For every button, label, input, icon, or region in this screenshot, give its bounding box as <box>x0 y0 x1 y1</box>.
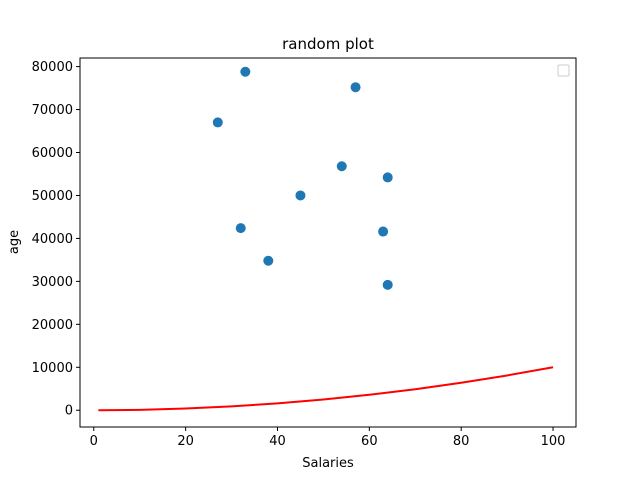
x-tick-label: 0 <box>90 434 98 449</box>
x-tick-label: 100 <box>541 434 566 449</box>
y-tick-label: 20000 <box>32 318 73 333</box>
scatter-point <box>382 172 393 183</box>
series-line-curve <box>98 366 554 412</box>
x-tick-label: 40 <box>269 434 286 449</box>
legend-box <box>557 64 570 77</box>
y-tick-label: 40000 <box>32 232 73 247</box>
y-tick-label: 50000 <box>32 189 73 204</box>
scatter-point <box>235 223 246 234</box>
x-tick-label: 20 <box>177 434 194 449</box>
plot-area: 0 20 40 60 80 100 0 10000 20000 30000 40000 50000 60… <box>32 57 577 449</box>
y-tick-label: 80000 <box>32 60 73 75</box>
y-tick-label: 70000 <box>32 103 73 118</box>
scatter-point <box>212 117 223 128</box>
scatter-point <box>336 161 347 172</box>
y-tick-label: 60000 <box>32 146 73 161</box>
x-tick-label: 80 <box>453 434 470 449</box>
y-tick-label: 0 <box>65 404 73 419</box>
scatter-point <box>350 82 361 93</box>
y-tick-label: 30000 <box>32 275 73 290</box>
scatter-point <box>240 66 251 77</box>
scatter-point <box>382 279 393 290</box>
x-axis-label: Salaries <box>302 456 354 471</box>
x-tick-label: 60 <box>361 434 378 449</box>
scatter-point <box>378 226 389 237</box>
scatter-point <box>263 255 274 266</box>
axes-frame <box>79 57 577 428</box>
scatter-point <box>295 190 306 201</box>
y-tick-label: 10000 <box>32 361 73 376</box>
y-axis-label: age <box>7 230 22 254</box>
chart-title: random plot <box>282 35 374 53</box>
